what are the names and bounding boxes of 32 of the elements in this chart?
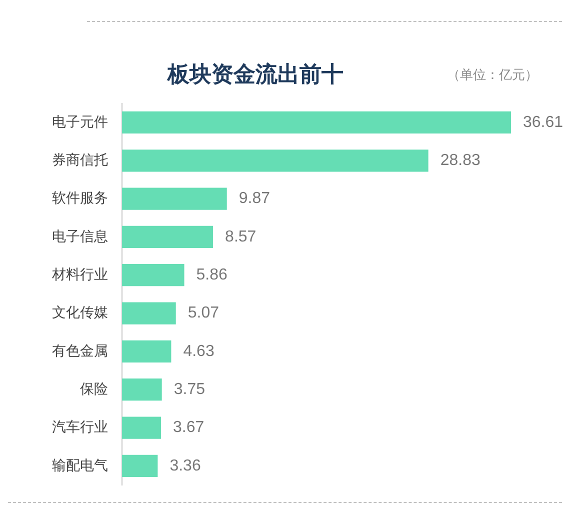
data-label: 36.61 [523, 114, 564, 131]
data-label: 28.83 [440, 152, 480, 170]
bar [122, 454, 158, 477]
bar [122, 188, 227, 210]
data-label: 8.57 [225, 228, 256, 246]
y-tick-label: 电子信息 [52, 228, 108, 244]
text: （单位：亿元） [447, 66, 538, 82]
data-label: 5.07 [188, 304, 220, 322]
bar [122, 416, 161, 439]
chart-title: 板块资金流出前十 [166, 61, 344, 86]
y-tick-label: 汽车行业 [52, 418, 108, 435]
y-tick-label: 保险 [80, 380, 108, 396]
data-label: 4.63 [183, 342, 214, 360]
bar [122, 111, 511, 134]
y-tick-label: 券商信托 [52, 152, 108, 168]
y-tick-label: 文化传媒 [52, 304, 108, 320]
data-label: 9.87 [238, 190, 270, 208]
bar [122, 378, 162, 401]
bar [122, 340, 172, 363]
y-tick-label: 材料行业 [51, 266, 108, 282]
y-tick-label: 有色金属 [52, 342, 108, 358]
y-tick-label: 电子元件 [52, 113, 108, 130]
data-label: 3.36 [170, 457, 201, 474]
data-label: 5.86 [196, 266, 228, 284]
y-tick-label: 软件服务 [52, 190, 108, 206]
bar [122, 226, 214, 248]
data-label: 3.67 [172, 419, 204, 436]
data-label: 3.75 [174, 381, 206, 398]
bar [122, 264, 184, 286]
bar [122, 150, 428, 172]
bar [122, 302, 176, 324]
y-tick-label: 输配电气 [52, 456, 108, 473]
